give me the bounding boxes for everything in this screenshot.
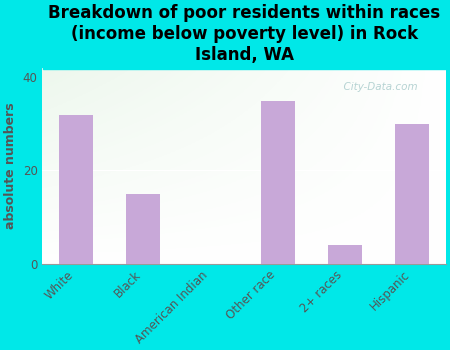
Text: City-Data.com: City-Data.com bbox=[337, 82, 418, 92]
Y-axis label: absolute numbers: absolute numbers bbox=[4, 103, 17, 229]
Bar bbox=[59, 115, 93, 264]
Title: Breakdown of poor residents within races
(income below poverty level) in Rock
Is: Breakdown of poor residents within races… bbox=[48, 4, 440, 64]
Bar bbox=[261, 101, 295, 264]
Bar bbox=[328, 245, 362, 264]
Bar bbox=[126, 194, 160, 264]
Bar bbox=[396, 124, 429, 264]
